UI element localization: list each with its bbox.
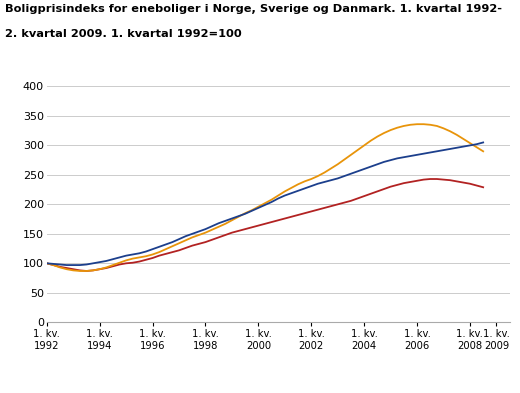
Norge (63, 263, 70, 267)
Danmark (44, 261, 50, 266)
Sverige (453, 179, 460, 184)
Sverige (381, 187, 387, 191)
Norge (381, 160, 387, 164)
Norge (44, 261, 50, 266)
Norge (229, 216, 235, 221)
Sverige (229, 230, 235, 235)
Sverige (83, 269, 89, 274)
Sverige (249, 225, 255, 230)
Text: 2. kvartal 2009. 1. kvartal 1992=100: 2. kvartal 2009. 1. kvartal 1992=100 (5, 29, 242, 39)
Text: Boligprisindeks for eneboliger i Norge, Sverige og Danmark. 1. kvartal 1992-: Boligprisindeks for eneboliger i Norge, … (5, 4, 502, 14)
Danmark (103, 265, 109, 270)
Danmark (381, 130, 387, 135)
Line: Danmark: Danmark (47, 124, 483, 271)
Line: Norge: Norge (47, 142, 483, 265)
Norge (103, 259, 109, 263)
Danmark (83, 269, 89, 274)
Danmark (77, 269, 83, 274)
Sverige (77, 268, 83, 273)
Norge (480, 140, 486, 145)
Sverige (44, 261, 50, 266)
Danmark (480, 149, 486, 154)
Norge (116, 255, 123, 260)
Danmark (453, 132, 460, 137)
Sverige (103, 266, 109, 270)
Danmark (414, 122, 420, 127)
Danmark (229, 218, 235, 222)
Sverige (427, 177, 433, 182)
Line: Sverige: Sverige (47, 179, 483, 271)
Norge (453, 145, 460, 150)
Norge (249, 208, 255, 213)
Danmark (249, 208, 255, 213)
Sverige (480, 185, 486, 189)
